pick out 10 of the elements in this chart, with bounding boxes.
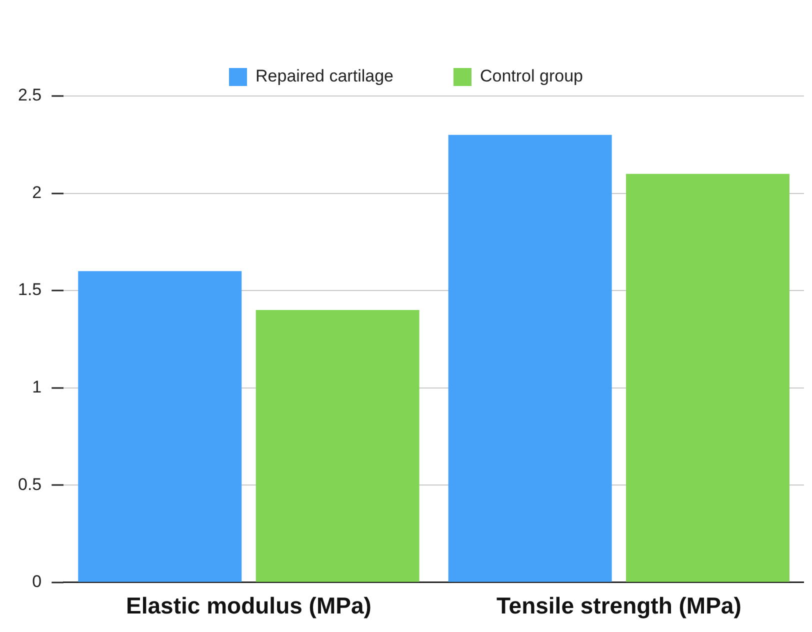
y-tick-label: 2.5 xyxy=(18,86,42,105)
y-tick-label: 1.5 xyxy=(18,280,42,300)
x-tick-label: Tensile strength (MPa) xyxy=(496,592,742,619)
legend-label: Repaired cartilage xyxy=(256,66,394,86)
y-tick-label: 1 xyxy=(32,378,42,397)
y-tick-label: 2 xyxy=(32,182,42,202)
x-tick-label: Elastic modulus (MPa) xyxy=(126,592,372,619)
legend-label: Control group xyxy=(480,66,583,86)
y-tick-label: 0.5 xyxy=(18,474,42,494)
y-tick-label: 0 xyxy=(32,572,42,592)
